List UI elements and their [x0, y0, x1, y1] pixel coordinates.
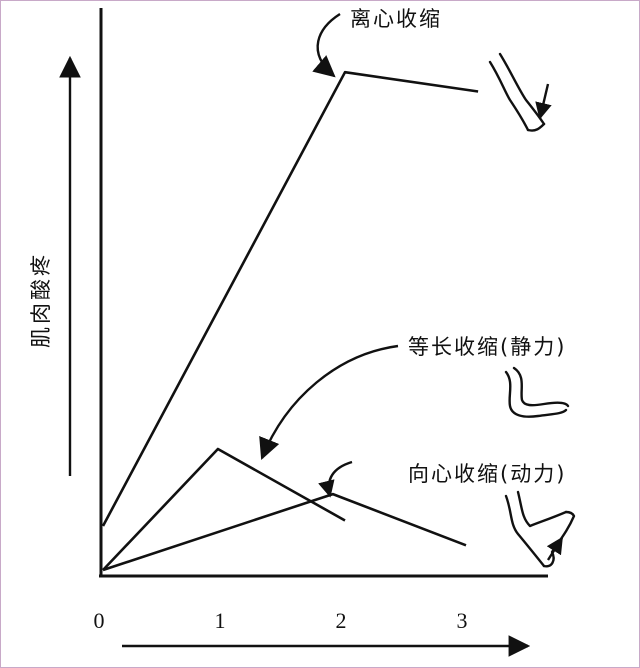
arm-sketch-eccentric [488, 52, 552, 132]
x-tick-label-2: 2 [336, 608, 347, 633]
y-axis-label: 肌肉酸疼 [29, 252, 53, 348]
annotation-arrow-eccentric [312, 12, 341, 78]
annotation-concentric: 向心收缩(动力) [408, 462, 566, 486]
arm-sketch-concentric [504, 490, 576, 568]
series-group [101, 70, 479, 572]
series-line-eccentric [101, 70, 479, 527]
x-tick-labels: 0 1 2 3 [94, 608, 468, 633]
x-tick-label-0: 0 [94, 608, 105, 633]
series-line-concentric [102, 492, 467, 572]
annotation-arrow-concentric [318, 460, 353, 498]
x-tick-label-3: 3 [457, 608, 468, 633]
annotation-arrow-isometric [259, 344, 399, 461]
x-tick-label-1: 1 [215, 608, 226, 633]
series-line-isometric [102, 447, 346, 571]
arm-sketch-isometric [504, 366, 570, 418]
annotation-isometric: 等长收缩(静力) [408, 335, 566, 359]
annotation-eccentric: 离心收缩 [350, 7, 442, 31]
